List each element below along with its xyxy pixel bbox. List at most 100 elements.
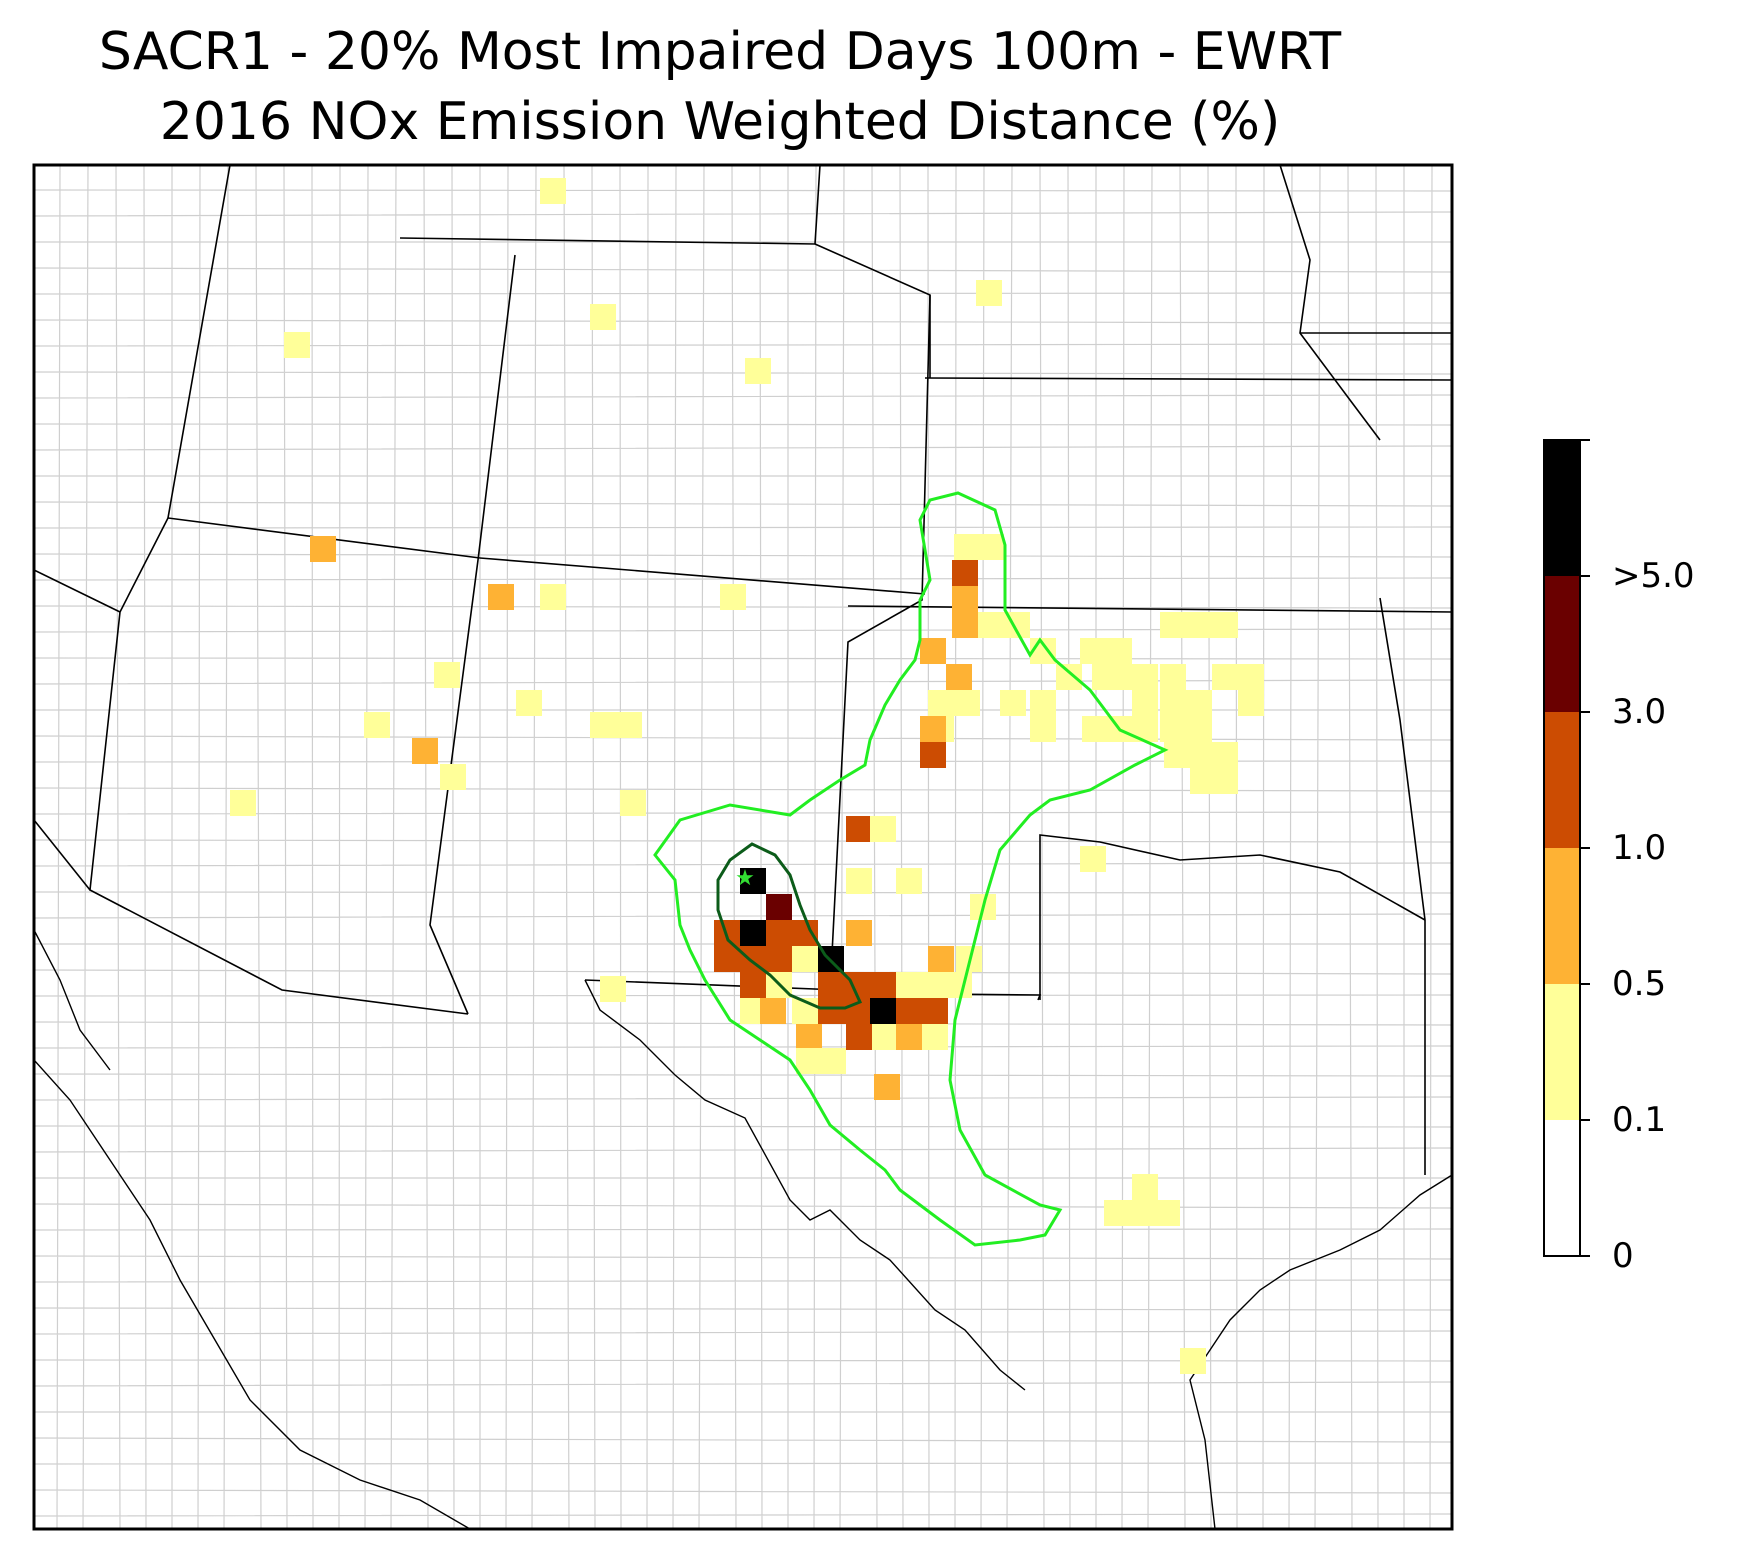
emission-cell bbox=[766, 920, 792, 946]
county-boundaries bbox=[34, 165, 1452, 1529]
colorbar-tick-label: 0.1 bbox=[1612, 1100, 1667, 1140]
emission-cell bbox=[740, 972, 766, 998]
emission-cell bbox=[870, 972, 896, 998]
emission-cell bbox=[230, 790, 256, 816]
emission-cell bbox=[954, 534, 980, 560]
colorbar-segment bbox=[1544, 984, 1580, 1120]
emission-cell bbox=[1160, 716, 1186, 742]
colorbar-tick-label: 0.5 bbox=[1612, 964, 1667, 1004]
emission-cell bbox=[440, 764, 466, 790]
emission-cell bbox=[1082, 716, 1108, 742]
emission-cell bbox=[1104, 1200, 1130, 1226]
emission-cell bbox=[928, 690, 954, 716]
emission-cell bbox=[766, 946, 792, 972]
emission-cell bbox=[846, 868, 872, 894]
emission-cell bbox=[896, 1024, 922, 1050]
emission-cell bbox=[978, 612, 1004, 638]
emission-cell bbox=[1106, 638, 1132, 664]
emission-cell bbox=[922, 998, 948, 1024]
emission-cell bbox=[1212, 742, 1238, 768]
emission-cell bbox=[1056, 664, 1082, 690]
emission-cell bbox=[412, 738, 438, 764]
emission-cell bbox=[920, 638, 946, 664]
emission-cell bbox=[946, 664, 972, 690]
emission-cell bbox=[818, 972, 844, 998]
star-icon: ★ bbox=[735, 866, 755, 891]
emission-cell bbox=[952, 560, 978, 586]
emission-cell bbox=[896, 998, 922, 1024]
emission-cell bbox=[1186, 716, 1212, 742]
emission-cell bbox=[1238, 690, 1264, 716]
emission-cell bbox=[1080, 846, 1106, 872]
emission-cell bbox=[1000, 690, 1026, 716]
emission-cell bbox=[1030, 690, 1056, 716]
colorbar-tick-label: 1.0 bbox=[1612, 828, 1667, 868]
emission-cell bbox=[1164, 742, 1190, 768]
emission-cell bbox=[766, 894, 792, 920]
emission-cell bbox=[952, 612, 978, 638]
emission-cell bbox=[1160, 690, 1186, 716]
colorbar-segment bbox=[1544, 440, 1580, 576]
emission-cell bbox=[928, 946, 954, 972]
emission-cell bbox=[1160, 664, 1186, 690]
emission-cell bbox=[920, 972, 946, 998]
emission-cell bbox=[1180, 1348, 1206, 1374]
emission-cell bbox=[870, 1024, 896, 1050]
emission-cell bbox=[874, 1074, 900, 1100]
colorbar-segment bbox=[1544, 1120, 1580, 1256]
emission-cell bbox=[620, 790, 646, 816]
emission-cell bbox=[1132, 664, 1158, 690]
emission-cell bbox=[954, 690, 980, 716]
emission-cell bbox=[1238, 664, 1264, 690]
emission-cell bbox=[364, 712, 390, 738]
emission-cell bbox=[976, 280, 1002, 306]
emission-cell bbox=[540, 178, 566, 204]
emission-cell bbox=[846, 816, 872, 842]
emission-cell bbox=[920, 742, 946, 768]
emission-cell bbox=[488, 584, 514, 610]
emission-cell bbox=[714, 946, 740, 972]
map-title-line2: 2016 NOx Emission Weighted Distance (%) bbox=[159, 92, 1281, 152]
emission-cell bbox=[1132, 690, 1158, 716]
emission-cell bbox=[1200, 612, 1226, 638]
emission-cell bbox=[796, 1048, 822, 1074]
outer-contour bbox=[653, 491, 1169, 1247]
emission-cells bbox=[230, 178, 1264, 1374]
colorbar-tick-label: >5.0 bbox=[1612, 556, 1695, 596]
emission-cell bbox=[946, 972, 972, 998]
map-title-line1: SACR1 - 20% Most Impaired Days 100m - EW… bbox=[98, 22, 1342, 82]
emission-cell bbox=[1190, 768, 1216, 794]
emission-cell bbox=[1080, 638, 1106, 664]
colorbar bbox=[1543, 439, 1590, 1257]
emission-cell bbox=[590, 304, 616, 330]
emission-cell bbox=[540, 584, 566, 610]
emission-cell bbox=[1186, 742, 1212, 768]
inner-contour bbox=[716, 842, 863, 1010]
emission-cell bbox=[796, 1024, 822, 1050]
emission-cell bbox=[792, 920, 818, 946]
emission-cell bbox=[1212, 664, 1238, 690]
emission-cell bbox=[590, 712, 616, 738]
emission-cell bbox=[760, 998, 786, 1024]
emission-cell bbox=[922, 1024, 948, 1050]
emission-cell bbox=[920, 716, 946, 742]
emission-cell bbox=[818, 998, 844, 1024]
emission-cell bbox=[745, 358, 771, 384]
colorbar-tick-label: 3.0 bbox=[1612, 692, 1667, 732]
emission-cell bbox=[1128, 1200, 1154, 1226]
emission-cell bbox=[1212, 768, 1238, 794]
emission-cell bbox=[434, 662, 460, 688]
map-frame bbox=[32, 163, 1454, 1531]
emission-cell bbox=[870, 998, 896, 1024]
emission-cell bbox=[1092, 664, 1118, 690]
emission-cell bbox=[870, 816, 896, 842]
emission-cell bbox=[284, 332, 310, 358]
emission-cell bbox=[616, 712, 642, 738]
emission-cell bbox=[846, 920, 872, 946]
colorbar-tick-label: 0 bbox=[1612, 1236, 1634, 1276]
emission-cell bbox=[1132, 1174, 1158, 1200]
emission-cell bbox=[820, 1048, 846, 1074]
emission-cell bbox=[600, 976, 626, 1002]
colorbar-segment bbox=[1544, 712, 1580, 848]
